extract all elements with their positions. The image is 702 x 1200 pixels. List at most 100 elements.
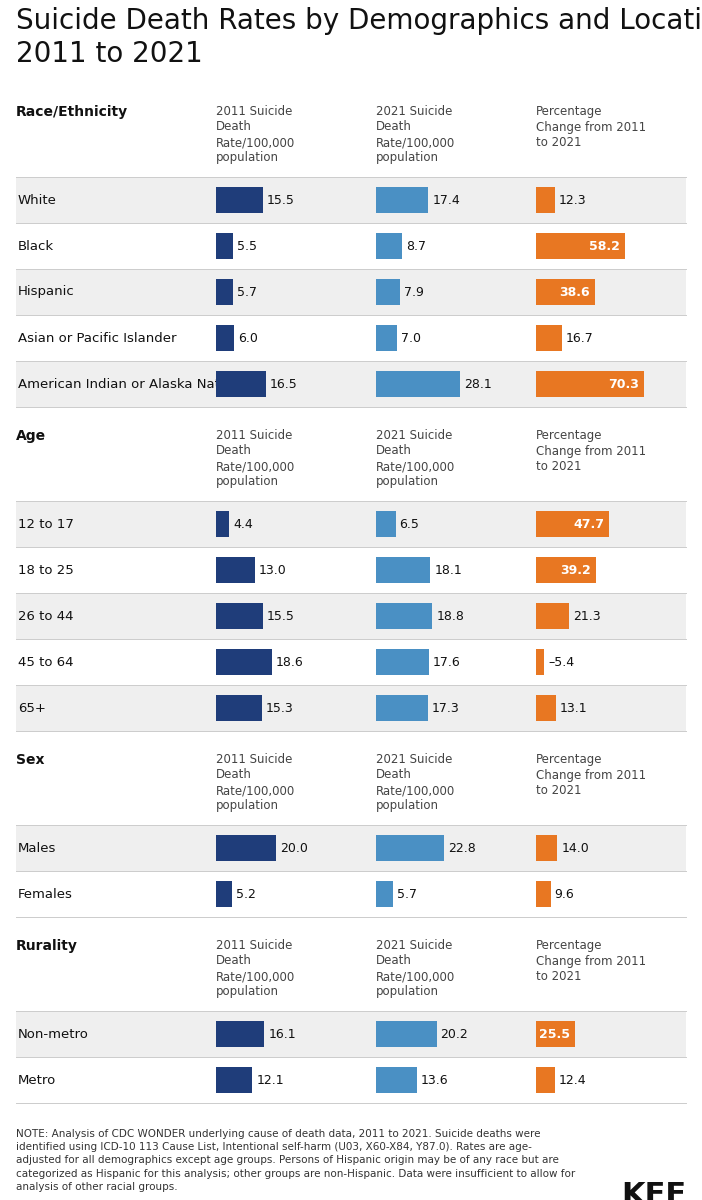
Text: 13.6: 13.6 [420,1074,449,1086]
Text: –5.4: –5.4 [548,655,574,668]
Text: 14.0: 14.0 [562,841,589,854]
Text: 6.0: 6.0 [238,331,258,344]
Bar [376,187,428,214]
Bar [216,233,232,259]
Text: 17.3: 17.3 [432,702,460,714]
Text: Percentage
Change from 2011
to 2021: Percentage Change from 2011 to 2021 [536,938,646,983]
Text: 2011 Suicide
Death
Rate/100,000
population: 2011 Suicide Death Rate/100,000 populati… [216,938,296,998]
Bar [376,649,429,674]
Bar [216,649,272,674]
Text: KFF: KFF [621,1181,686,1200]
Text: 12.4: 12.4 [559,1074,587,1086]
Text: Suicide Death Rates by Demographics and Location,
2011 to 2021: Suicide Death Rates by Demographics and … [16,7,702,68]
Text: 5.5: 5.5 [237,240,256,252]
Bar [216,602,263,629]
Bar [536,325,562,350]
Text: White: White [18,193,57,206]
Bar [376,325,397,350]
Bar [16,176,686,223]
Bar [216,278,233,305]
Text: 2011 Suicide
Death
Rate/100,000
population: 2011 Suicide Death Rate/100,000 populati… [216,754,296,812]
Text: Percentage
Change from 2011
to 2021: Percentage Change from 2011 to 2021 [536,104,646,149]
Bar [376,602,432,629]
Bar [376,835,444,862]
Bar [16,314,686,361]
Bar [16,1057,686,1103]
Bar [536,835,557,862]
Text: 2021 Suicide
Death
Rate/100,000
population: 2021 Suicide Death Rate/100,000 populati… [376,428,456,488]
Bar [376,695,428,721]
Bar [216,371,265,397]
Text: Metro: Metro [18,1074,56,1086]
Bar [536,511,609,538]
Bar [216,325,234,350]
Text: Asian or Pacific Islander: Asian or Pacific Islander [18,331,176,344]
Bar [536,1021,575,1046]
Bar [216,1067,252,1093]
Text: 8.7: 8.7 [406,240,426,252]
Text: 6.5: 6.5 [399,517,419,530]
Text: Race/Ethnicity: Race/Ethnicity [16,104,128,119]
Text: 2021 Suicide
Death
Rate/100,000
population: 2021 Suicide Death Rate/100,000 populati… [376,754,456,812]
Text: 20.2: 20.2 [441,1027,468,1040]
Text: 18.6: 18.6 [276,655,303,668]
Bar [16,638,686,685]
Text: 47.7: 47.7 [573,517,604,530]
Text: 17.6: 17.6 [433,655,461,668]
Text: Percentage
Change from 2011
to 2021: Percentage Change from 2011 to 2021 [536,754,646,797]
Bar [376,1067,417,1093]
Bar [216,835,276,862]
Bar [16,502,686,547]
Text: 16.7: 16.7 [566,331,593,344]
Bar [16,361,686,407]
Bar [536,1067,555,1093]
Text: 45 to 64: 45 to 64 [18,655,74,668]
Bar [376,233,402,259]
Bar [216,557,255,583]
Text: 65+: 65+ [18,702,46,714]
Text: 2021 Suicide
Death
Rate/100,000
population: 2021 Suicide Death Rate/100,000 populati… [376,104,456,164]
Bar [16,547,686,593]
Text: 15.3: 15.3 [266,702,293,714]
Bar [376,371,461,397]
Text: 28.1: 28.1 [464,378,492,390]
Text: 13.1: 13.1 [560,702,588,714]
Bar [536,602,569,629]
Text: 7.0: 7.0 [401,331,421,344]
Text: 12.1: 12.1 [256,1074,284,1086]
Bar [376,1021,437,1046]
Text: Females: Females [18,888,73,900]
Text: 18 to 25: 18 to 25 [18,564,74,576]
Bar [216,511,229,538]
Text: 4.4: 4.4 [233,517,253,530]
Text: NOTE: Analysis of CDC WONDER underlying cause of death data, 2011 to 2021. Suici: NOTE: Analysis of CDC WONDER underlying … [16,1129,575,1192]
Text: 2011 Suicide
Death
Rate/100,000
population: 2011 Suicide Death Rate/100,000 populati… [216,104,296,164]
Text: Non-metro: Non-metro [18,1027,89,1040]
Text: 2011 Suicide
Death
Rate/100,000
population: 2011 Suicide Death Rate/100,000 populati… [216,428,296,488]
Bar [536,233,625,259]
Bar [536,649,544,674]
Bar [536,278,595,305]
Bar [216,1021,264,1046]
Text: 17.4: 17.4 [432,193,460,206]
Bar [536,695,556,721]
Bar [376,278,399,305]
Text: Males: Males [18,841,56,854]
Bar [16,685,686,731]
Text: 18.8: 18.8 [437,610,464,623]
Text: 13.0: 13.0 [259,564,286,576]
Text: 12 to 17: 12 to 17 [18,517,74,530]
Text: 2021 Suicide
Death
Rate/100,000
population: 2021 Suicide Death Rate/100,000 populati… [376,938,456,998]
Bar [216,187,263,214]
Text: 16.1: 16.1 [268,1027,296,1040]
Bar [216,881,232,907]
Text: 18.1: 18.1 [435,564,462,576]
Text: American Indian or Alaska Native: American Indian or Alaska Native [18,378,240,390]
Text: 5.7: 5.7 [237,286,257,299]
Text: 5.2: 5.2 [236,888,256,900]
Text: 21.3: 21.3 [573,610,600,623]
Text: 25.5: 25.5 [539,1027,570,1040]
Bar [16,269,686,314]
Text: Rurality: Rurality [16,938,78,953]
Text: 5.7: 5.7 [397,888,417,900]
